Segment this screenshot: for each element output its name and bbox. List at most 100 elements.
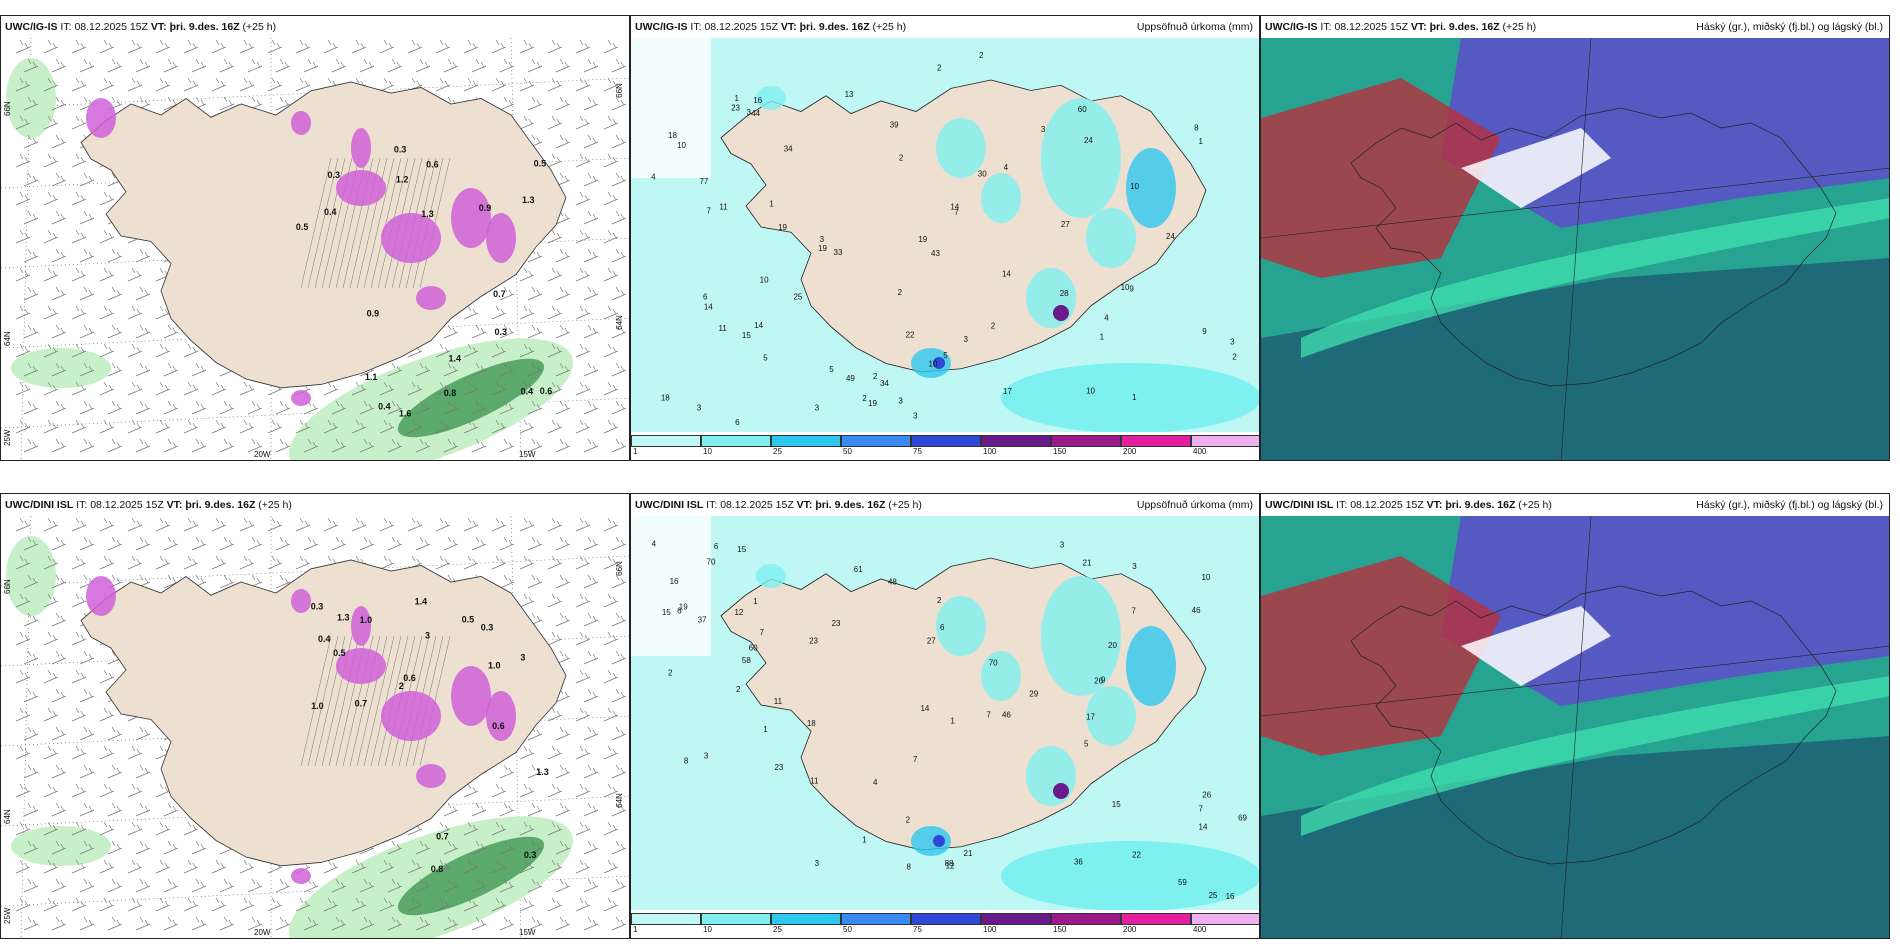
wind-barb <box>247 916 263 931</box>
wind-barb <box>155 517 171 532</box>
value-label: 23 <box>832 619 841 628</box>
wind-barb <box>15 631 31 646</box>
it-value: 08.12.2025 15Z <box>720 499 794 511</box>
colorbar-label: 400 <box>1193 447 1207 456</box>
panel-ig-is-wind-snow: UWC/IG-IS IT: 08.12.2025 15Z VT: þri. 9.… <box>0 15 630 461</box>
it-value: 08.12.2025 15Z <box>74 21 148 33</box>
colorbar-swatch <box>1191 435 1259 447</box>
wind-barb <box>491 305 507 320</box>
wind-barb <box>415 362 431 377</box>
wind-barb <box>555 324 571 339</box>
wind-barb <box>527 324 543 339</box>
value-label: 3 <box>913 412 918 421</box>
wind-barb <box>603 745 619 760</box>
precip-colorbar: 1 10 25 50 75 100 150 200 400 <box>631 910 1259 938</box>
wind-barb <box>163 58 179 73</box>
wind-barb <box>603 631 619 646</box>
wind-barb <box>463 381 479 396</box>
wind-barb <box>211 517 227 532</box>
wind-barb <box>51 574 67 589</box>
wind-barb <box>575 305 591 320</box>
wind-barb <box>555 878 571 893</box>
vt-label: VT: <box>1426 499 1443 511</box>
wind-barb <box>51 688 67 703</box>
wind-barb <box>23 840 39 855</box>
precip-colorbar: 1 10 25 50 75 100 150 200 400 <box>631 432 1259 460</box>
wind-barb <box>275 916 291 931</box>
value-label: 48 <box>888 577 897 586</box>
wind-barb <box>71 669 87 684</box>
wind-barb <box>331 438 347 453</box>
wind-barb <box>183 77 199 92</box>
wind-barb <box>51 764 67 779</box>
value-label: 0.6 <box>426 160 439 170</box>
wind-barb <box>99 229 115 244</box>
value-label: 3 <box>815 859 820 868</box>
wind-barb <box>135 248 151 263</box>
wind-barb <box>443 916 459 931</box>
wind-barb <box>23 916 39 931</box>
snow-area <box>336 648 386 684</box>
value-label: 30 <box>978 170 987 179</box>
value-label: 14 <box>1002 269 1011 278</box>
precip-max <box>933 835 945 847</box>
wind-barb <box>79 400 95 415</box>
value-label: 1 <box>734 94 739 103</box>
value-label: 0.3 <box>481 622 494 632</box>
wind-barb <box>135 726 151 741</box>
wind-barb <box>611 362 627 377</box>
wind-barb <box>267 897 283 912</box>
panel-header: UWC/DINI ISL IT: 08.12.2025 15Z VT: þri.… <box>1261 494 1889 516</box>
wind-barb <box>295 77 311 92</box>
wind-barb <box>163 400 179 415</box>
wind-barb <box>575 859 591 874</box>
precip-area <box>981 651 1021 701</box>
vt-value: þri. 9.des. 16Z <box>169 21 240 33</box>
wind-barb <box>43 305 59 320</box>
wind-barb <box>471 400 487 415</box>
wind-barb <box>575 517 591 532</box>
wind-barb <box>555 58 571 73</box>
value-label: 10 <box>1086 387 1095 396</box>
wind-barb <box>583 726 599 741</box>
wind-barb <box>519 419 535 434</box>
colorbar-swatch <box>911 435 981 447</box>
wind-barb <box>107 536 123 551</box>
wind-barb <box>575 267 591 282</box>
snow-area <box>86 98 116 138</box>
colorbar-swatch <box>841 435 911 447</box>
wind-barb <box>435 381 451 396</box>
wind-barb <box>23 172 39 187</box>
wind-barb <box>71 555 87 570</box>
wind-barb <box>499 400 515 415</box>
clear-area <box>1461 128 1611 208</box>
value-label: 6 <box>940 623 945 632</box>
value-label: 0.4 <box>324 207 337 217</box>
value-label: 0.3 <box>495 327 508 337</box>
wind-barb <box>471 840 487 855</box>
wind-barb <box>163 916 179 931</box>
value-label: 1.1 <box>365 372 378 382</box>
value-label: 3 <box>697 403 702 412</box>
wind-barb <box>99 707 115 722</box>
wind-barb <box>23 764 39 779</box>
snow-areas <box>86 576 516 884</box>
colorbar-label: 100 <box>983 447 997 456</box>
wind-barb <box>219 878 235 893</box>
colorbar-swatch <box>981 435 1051 447</box>
value-label: 2 <box>736 685 741 694</box>
wind-barb <box>575 821 591 836</box>
wind-barb <box>127 381 143 396</box>
wind-barb <box>555 536 571 551</box>
value-label: 58 <box>742 656 751 665</box>
value-label: 2 <box>399 681 404 691</box>
wind-barb <box>163 878 179 893</box>
vt-value: þri. 9.des. 16Z <box>1445 499 1516 511</box>
wind-barb <box>611 802 627 817</box>
wind-barb <box>407 381 423 396</box>
wind-barb <box>99 77 115 92</box>
wind-barb <box>603 39 619 54</box>
wind-barb <box>387 58 403 73</box>
value-label: 4 <box>873 778 878 787</box>
value-label: 19 <box>818 244 827 253</box>
